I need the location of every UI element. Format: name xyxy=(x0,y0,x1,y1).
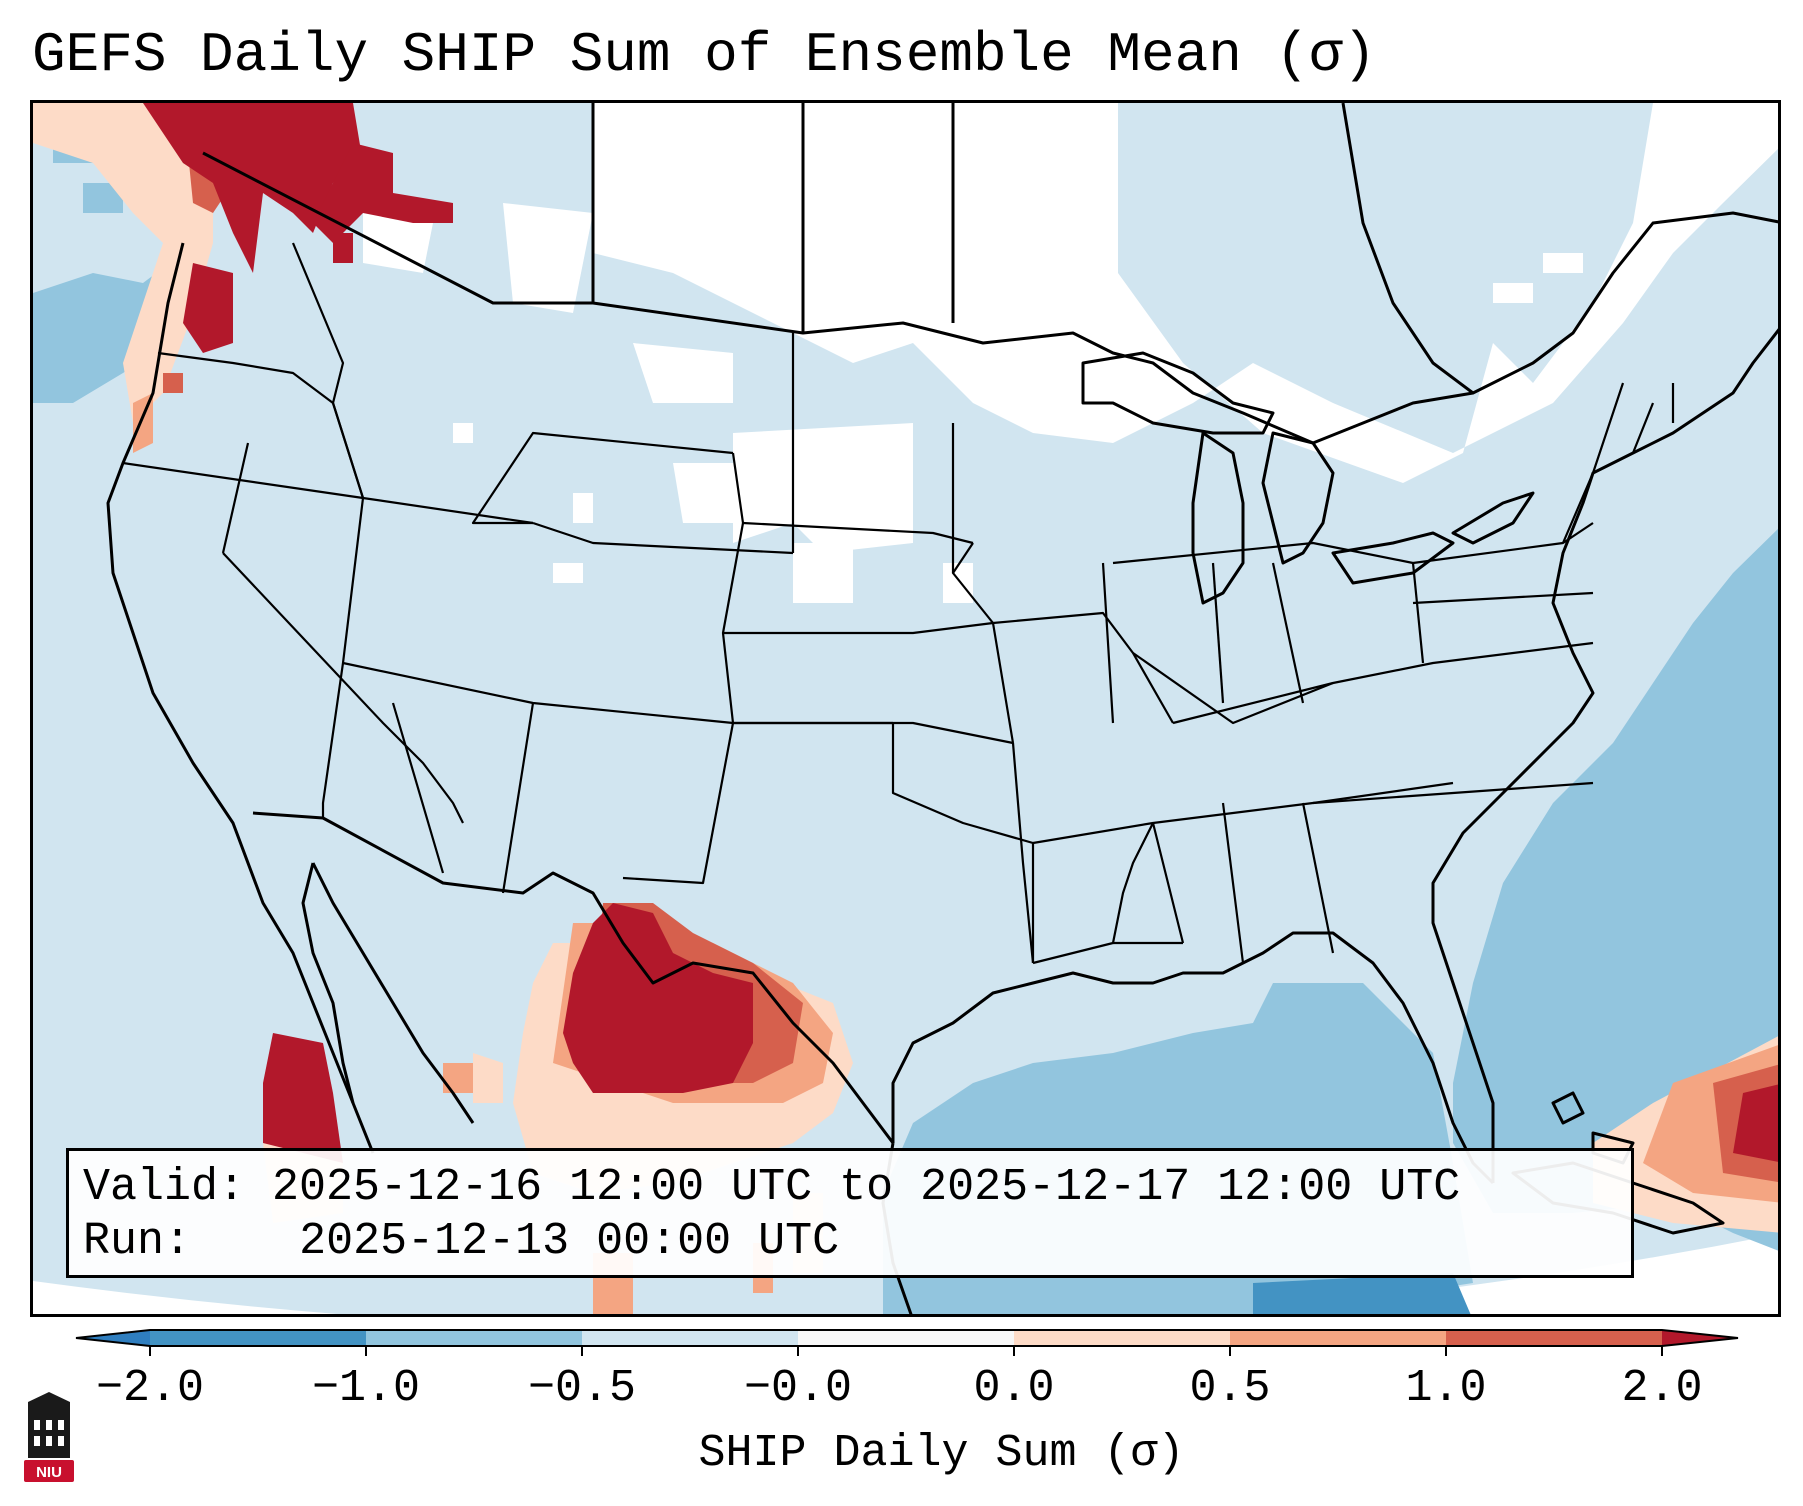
positive-field-northwest xyxy=(33,103,453,453)
colorbar-ticks xyxy=(149,1346,1663,1356)
run-line: Run: 2025-12-13 00:00 UTC xyxy=(83,1215,1631,1269)
logo-text: NIU xyxy=(36,1464,62,1481)
colorbar-bin-0-05 xyxy=(1014,1330,1230,1346)
run-label: Run: xyxy=(83,1216,192,1267)
positive-field-caribbean xyxy=(1593,1036,1778,1233)
valid-run-info: Valid: 2025-12-16 12:00 UTC to 2025-12-1… xyxy=(66,1148,1634,1278)
valid-label: Valid: xyxy=(83,1162,246,1213)
niu-logo: NIU xyxy=(24,1392,74,1482)
colorbar-tick-label: −2.0 xyxy=(95,1363,205,1414)
colorbar-tick-label: −1.0 xyxy=(311,1363,421,1414)
colorbar-tick-label: −0.5 xyxy=(527,1363,637,1414)
colorbar-outline xyxy=(75,1329,1739,1347)
colorbar-tick-label: 1.0 xyxy=(1405,1363,1487,1414)
colorbar-tick-label: 0.0 xyxy=(973,1363,1055,1414)
run-value: 2025-12-13 00:00 UTC xyxy=(299,1216,840,1267)
colorbar-bin-0-0 xyxy=(798,1330,1014,1346)
colorbar-bin-05-1 xyxy=(1230,1330,1446,1346)
state-lines xyxy=(122,242,1675,965)
colorbar-under-arrow xyxy=(76,1330,150,1346)
map-svg xyxy=(33,103,1778,1314)
chart-title: GEFS Daily SHIP Sum of Ensemble Mean (σ) xyxy=(32,23,1377,87)
colorbar-over-arrow xyxy=(1662,1330,1738,1346)
strong-negative-field xyxy=(1253,1273,1471,1314)
colorbar-bin-1-2 xyxy=(1446,1330,1662,1346)
colorbar-bin-m1-m05 xyxy=(366,1330,582,1346)
colorbar-bin-m05-0 xyxy=(582,1330,798,1346)
valid-line: Valid: 2025-12-16 12:00 UTC to 2025-12-1… xyxy=(83,1161,1631,1215)
boundaries xyxy=(106,103,1778,1314)
map-panel xyxy=(30,100,1781,1317)
colorbar-tick-label: 0.5 xyxy=(1189,1363,1271,1414)
valid-value: 2025-12-16 12:00 UTC to 2025-12-17 12:00… xyxy=(272,1162,1461,1213)
colorbar-label: SHIP Daily Sum (σ) xyxy=(698,1428,1185,1479)
domain-edge xyxy=(33,1234,1778,1314)
colorbar-tick-label: −0.0 xyxy=(743,1363,853,1414)
colorbar-bin-m2-m1 xyxy=(150,1330,366,1346)
colorbar-tick-label: 2.0 xyxy=(1621,1363,1703,1414)
